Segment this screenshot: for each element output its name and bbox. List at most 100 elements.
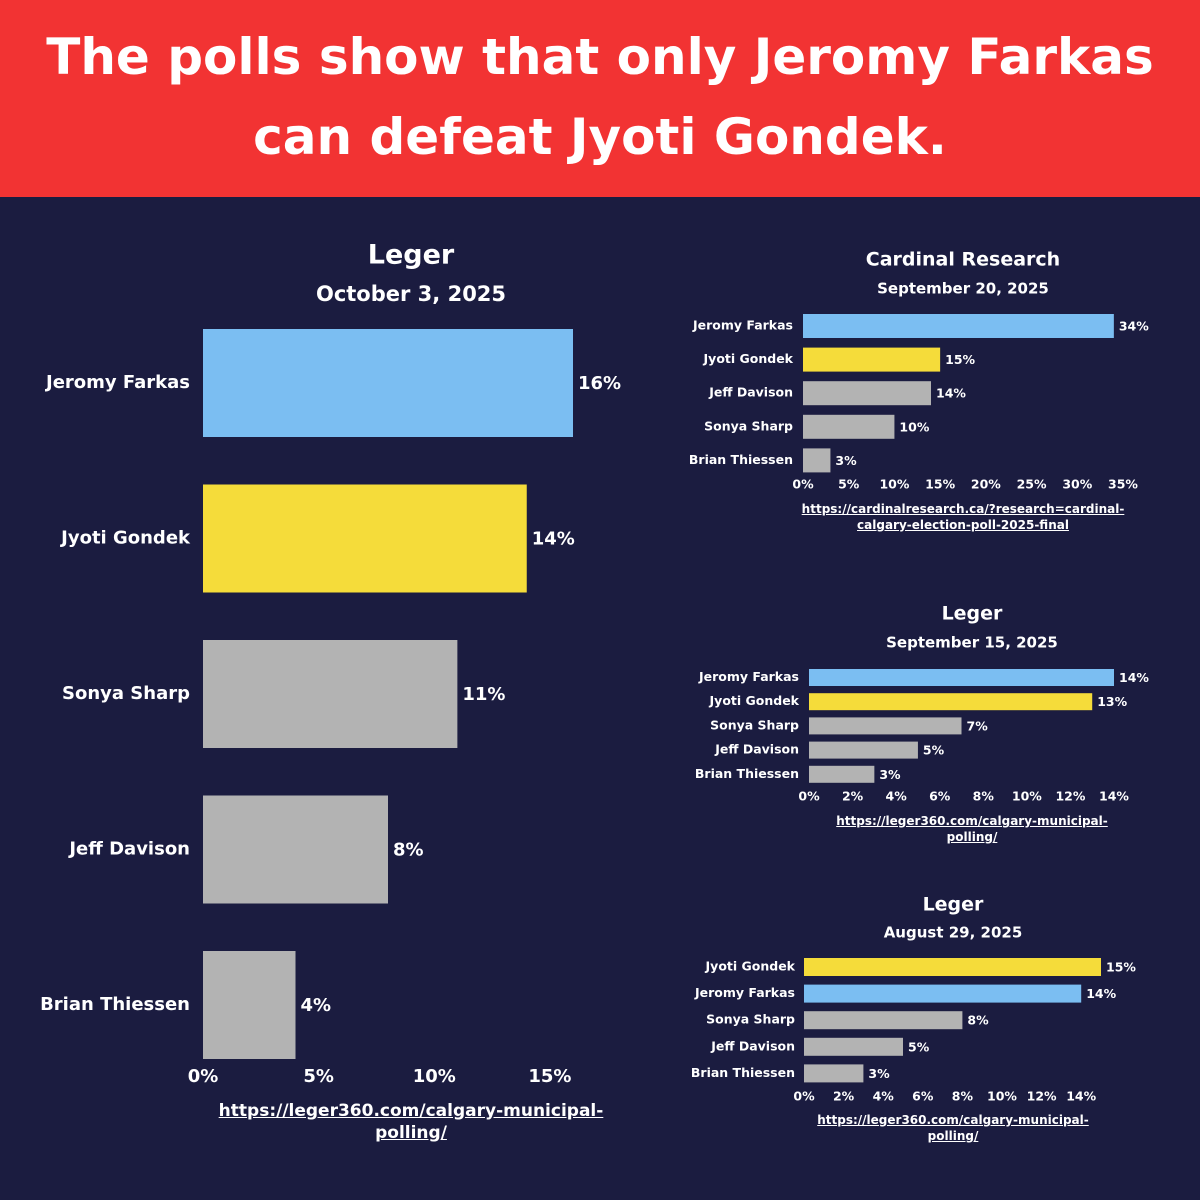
chart-title: Leger bbox=[923, 894, 984, 916]
x-tick-label: 10% bbox=[879, 477, 909, 492]
value-label: 10% bbox=[899, 419, 929, 434]
x-tick-label: 0% bbox=[798, 789, 820, 804]
category-label: Jyoti Gondek bbox=[705, 959, 796, 974]
value-label: 34% bbox=[1119, 319, 1149, 334]
value-label: 16% bbox=[578, 373, 621, 394]
value-label: 4% bbox=[301, 995, 332, 1016]
x-tick-label: 15% bbox=[925, 477, 955, 492]
category-label: Brian Thiessen bbox=[695, 766, 799, 781]
value-label: 11% bbox=[462, 684, 505, 705]
x-tick-label: 30% bbox=[1062, 477, 1092, 492]
bar bbox=[809, 693, 1093, 711]
bar bbox=[203, 484, 527, 593]
value-label: 15% bbox=[945, 352, 975, 367]
x-tick-label: 10% bbox=[413, 1066, 456, 1087]
bar bbox=[803, 314, 1114, 338]
header-title: can defeat Jyoti Gondek. bbox=[253, 108, 947, 166]
x-tick-label: 4% bbox=[886, 789, 908, 804]
x-tick-label: 25% bbox=[1017, 477, 1047, 492]
category-label: Brian Thiessen bbox=[40, 994, 190, 1015]
x-tick-label: 15% bbox=[528, 1066, 571, 1087]
chart-subtitle: September 20, 2025 bbox=[877, 280, 1049, 298]
source-link[interactable]: https://leger360.com/calgary-municipal-p… bbox=[836, 814, 1108, 844]
x-tick-label: 6% bbox=[912, 1089, 934, 1104]
source-link[interactable]: https://cardinalresearch.ca/?research=ca… bbox=[801, 502, 1125, 532]
x-tick-label: 35% bbox=[1108, 477, 1138, 492]
x-tick-label: 0% bbox=[188, 1066, 219, 1087]
category-label: Sonya Sharp bbox=[706, 1012, 795, 1027]
bar bbox=[804, 958, 1101, 976]
category-label: Jeff Davison bbox=[710, 1038, 795, 1053]
category-label: Sonya Sharp bbox=[710, 717, 799, 732]
x-tick-label: 5% bbox=[303, 1066, 334, 1087]
x-tick-label: 2% bbox=[842, 789, 864, 804]
bar bbox=[803, 347, 941, 372]
chart-title: Cardinal Research bbox=[866, 249, 1060, 271]
bar bbox=[803, 414, 895, 439]
category-label: Jyoti Gondek bbox=[703, 351, 794, 366]
source-link[interactable]: https://leger360.com/calgary-municipal-p… bbox=[817, 1113, 1089, 1143]
x-tick-label: 14% bbox=[1066, 1089, 1096, 1104]
category-label: Jeff Davison bbox=[714, 742, 799, 757]
category-label: Jeff Davison bbox=[708, 385, 793, 400]
header: The polls show that only Jeromy Farkas c… bbox=[0, 0, 1200, 197]
category-label: Jyoti Gondek bbox=[59, 528, 191, 549]
bar bbox=[203, 640, 458, 748]
x-tick-label: 20% bbox=[971, 477, 1001, 492]
x-tick-label: 5% bbox=[838, 477, 860, 492]
value-label: 13% bbox=[1097, 694, 1127, 709]
bar bbox=[804, 1064, 864, 1083]
x-tick-label: 14% bbox=[1099, 789, 1129, 804]
value-label: 15% bbox=[1106, 960, 1136, 975]
x-tick-label: 10% bbox=[1012, 789, 1042, 804]
category-label: Brian Thiessen bbox=[691, 1065, 795, 1080]
category-label: Sonya Sharp bbox=[62, 683, 190, 704]
bar bbox=[809, 669, 1114, 686]
x-tick-label: 10% bbox=[987, 1089, 1017, 1104]
chart-title: Leger bbox=[368, 240, 455, 271]
value-label: 14% bbox=[1086, 986, 1116, 1001]
bar bbox=[803, 381, 931, 406]
bar bbox=[809, 765, 875, 783]
bar bbox=[203, 795, 388, 904]
value-label: 8% bbox=[967, 1013, 989, 1028]
x-tick-label: 4% bbox=[873, 1089, 895, 1104]
category-label: Brian Thiessen bbox=[689, 452, 793, 467]
x-tick-label: 6% bbox=[929, 789, 951, 804]
category-label: Jeromy Farkas bbox=[692, 318, 793, 333]
bar bbox=[804, 984, 1082, 1003]
value-label: 7% bbox=[967, 718, 989, 733]
value-label: 3% bbox=[835, 453, 857, 468]
bar bbox=[809, 717, 962, 735]
value-label: 14% bbox=[1119, 670, 1149, 685]
chart-title: Leger bbox=[942, 603, 1003, 625]
x-tick-label: 12% bbox=[1055, 789, 1085, 804]
chart-subtitle: August 29, 2025 bbox=[884, 924, 1023, 942]
x-tick-label: 12% bbox=[1027, 1089, 1057, 1104]
x-tick-label: 8% bbox=[952, 1089, 974, 1104]
header-title: The polls show that only Jeromy Farkas bbox=[46, 28, 1154, 86]
value-label: 14% bbox=[936, 386, 966, 401]
bar bbox=[804, 1011, 963, 1030]
chart-subtitle: October 3, 2025 bbox=[316, 282, 506, 306]
category-label: Jeromy Farkas bbox=[698, 669, 799, 684]
value-label: 14% bbox=[532, 529, 575, 550]
value-label: 3% bbox=[868, 1066, 890, 1081]
value-label: 8% bbox=[393, 840, 424, 861]
chart-subtitle: September 15, 2025 bbox=[886, 634, 1058, 652]
bar bbox=[804, 1037, 903, 1056]
category-label: Jeromy Farkas bbox=[44, 372, 190, 393]
category-label: Jeromy Farkas bbox=[694, 985, 795, 1000]
x-tick-label: 0% bbox=[792, 477, 814, 492]
x-tick-label: 0% bbox=[793, 1089, 815, 1104]
bar bbox=[803, 448, 831, 473]
value-label: 5% bbox=[923, 743, 945, 758]
source-link[interactable]: https://leger360.com/calgary-municipal-p… bbox=[218, 1101, 604, 1144]
category-label: Sonya Sharp bbox=[704, 418, 793, 433]
value-label: 3% bbox=[879, 767, 901, 782]
value-label: 5% bbox=[908, 1039, 930, 1054]
bar bbox=[809, 741, 918, 759]
bar bbox=[203, 951, 296, 1059]
